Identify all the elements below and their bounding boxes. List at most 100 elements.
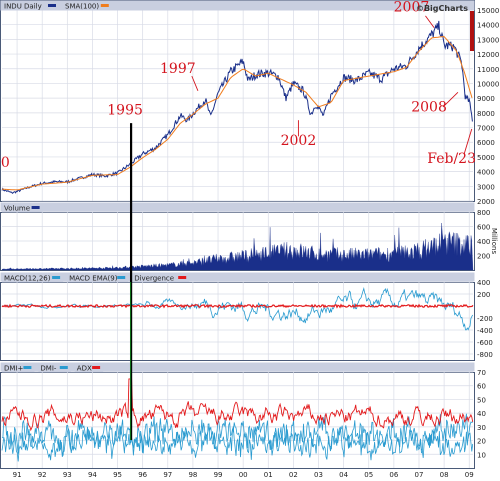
drop-indicator-bar	[470, 11, 474, 51]
dmi-y-tick-label: 40	[477, 410, 486, 418]
x-tick-label: 09	[465, 471, 474, 479]
x-tick-label: 95	[113, 471, 122, 479]
ticks-layer: 2000300040005000600070008000900010000110…	[13, 7, 500, 479]
macd-legend: MACD(12,26) MACD EMA(9) Divergence	[2, 274, 190, 283]
dmi-y-tick-label: 20	[477, 438, 486, 446]
x-tick-label: 97	[163, 471, 172, 479]
price-legend-bg	[63, 2, 112, 10]
volume-legend-swatch	[31, 206, 40, 209]
panel-macd	[0, 282, 475, 361]
dmi-legend-swatch	[23, 366, 32, 369]
arrow-1997	[191, 75, 199, 91]
price-legend-label: SMA(100)	[65, 3, 99, 11]
x-tick-label: 93	[63, 471, 72, 479]
dmi-legend: DMI+ DMI- ADX	[2, 364, 104, 373]
macd-y-tick-label: -400	[477, 327, 493, 335]
price-y-tick-label: 2000	[477, 198, 495, 206]
price-y-tick-label: 10000	[477, 80, 499, 88]
annotation-Feb-23: Feb/23	[427, 151, 476, 167]
dmi-legend-label: DMI+	[4, 365, 23, 373]
x-tick-label: 04	[339, 471, 348, 479]
series-sma-100	[1, 35, 473, 191]
price-legend-swatch	[100, 4, 109, 7]
macd-legend-bg	[2, 274, 64, 282]
price-y-tick-label: 11000	[477, 66, 499, 74]
dmi-y-tick-label: 50	[477, 396, 486, 404]
volume-y-tick-label: 600	[477, 224, 490, 232]
price-y-tick-label: 13000	[477, 36, 499, 44]
series-indu-daily	[1, 20, 473, 194]
volume-units-label: Millions	[490, 228, 498, 255]
arrow-feb23	[463, 128, 473, 155]
dmi-legend-swatch	[59, 366, 68, 369]
dmi-legend-bg	[2, 364, 35, 372]
annotation-1995: 1995	[107, 102, 143, 118]
price-legend-swatch	[48, 4, 56, 7]
x-tick-label: 05	[364, 471, 373, 479]
macd-y-tick-label: -200	[477, 315, 493, 323]
volume-legend: Volume	[2, 204, 43, 213]
dmi-y-tick-label: 30	[477, 424, 486, 432]
panel-price	[0, 0, 475, 202]
annotation-2008: 2008	[411, 99, 447, 115]
series-adx	[1, 378, 474, 432]
annotation-1990: 1990	[0, 155, 10, 171]
x-tick-label: 99	[214, 471, 223, 479]
annotation-1997: 1997	[160, 61, 196, 77]
x-tick-label: 96	[138, 471, 147, 479]
macd-legend-label: Divergence	[134, 275, 174, 283]
arrow-2007	[425, 15, 435, 28]
price-y-tick-label: 5000	[477, 154, 495, 162]
volume-y-tick-label: 400	[477, 238, 490, 246]
legends-layer: INDU Daily SMA(100) Volume MACD(12,26) MACD …	[2, 2, 190, 373]
dmi-legend-label: ADX	[77, 365, 92, 373]
price-y-tick-label: 9000	[477, 95, 495, 103]
price-y-tick-label: 3000	[477, 183, 495, 191]
dmi-y-tick-label: 70	[477, 369, 486, 377]
macd-legend-strip	[0, 272, 475, 282]
volume-y-tick-label: 800	[477, 209, 490, 217]
dmi-y-tick-label: 60	[477, 383, 486, 391]
x-tick-label: 07	[415, 471, 424, 479]
series-volume	[1, 222, 474, 271]
price-y-tick-label: 7000	[477, 125, 495, 133]
grid-layer	[0, 0, 475, 469]
x-tick-label: 01	[264, 471, 273, 479]
macd-legend-label: MACD(12,26)	[4, 275, 51, 283]
x-tick-label: 08	[440, 471, 449, 479]
volume-y-tick-label: 200	[477, 253, 490, 261]
series-dmi-plus	[1, 413, 473, 457]
series-dmi-minus	[1, 426, 474, 462]
series-layer	[1, 11, 474, 462]
volume-legend-strip	[0, 202, 475, 212]
dmi-legend-strip	[0, 362, 475, 372]
brand-label: ©BigCharts	[416, 4, 468, 13]
price-y-tick-label: 15000	[477, 7, 499, 15]
macd-legend-swatch	[117, 276, 126, 279]
x-tick-label: 98	[188, 471, 197, 479]
macd-y-tick-label: -800	[477, 351, 493, 359]
macd-legend-swatch	[178, 276, 187, 279]
macd-legend-label: MACD EMA(9)	[69, 275, 118, 283]
price-y-tick-label: 4000	[477, 169, 495, 177]
volume-legend-bg	[2, 204, 43, 212]
price-y-tick-label: 8000	[477, 110, 495, 118]
dmi-legend-label: DMI-	[40, 365, 56, 373]
price-legend-bg	[2, 2, 59, 10]
volume-legend-label: Volume	[4, 205, 30, 213]
dmi-y-tick-label: 10	[477, 451, 486, 459]
annotation-2007: 2007	[394, 0, 430, 15]
price-legend: INDU Daily SMA(100)	[2, 2, 112, 11]
macd-legend-swatch	[52, 276, 61, 279]
price-legend-strip	[0, 0, 475, 11]
macd-y-tick-label: 400	[477, 279, 490, 287]
macd-legend-bg	[67, 274, 129, 282]
macd-y-tick-label: -600	[477, 339, 493, 347]
dmi-legend-bg	[38, 364, 71, 372]
macd-legend-bg	[132, 274, 190, 282]
x-tick-label: 02	[289, 471, 298, 479]
x-tick-label: 94	[88, 471, 97, 479]
annotation-2002: 2002	[281, 133, 317, 149]
dmi-legend-swatch	[92, 366, 101, 369]
